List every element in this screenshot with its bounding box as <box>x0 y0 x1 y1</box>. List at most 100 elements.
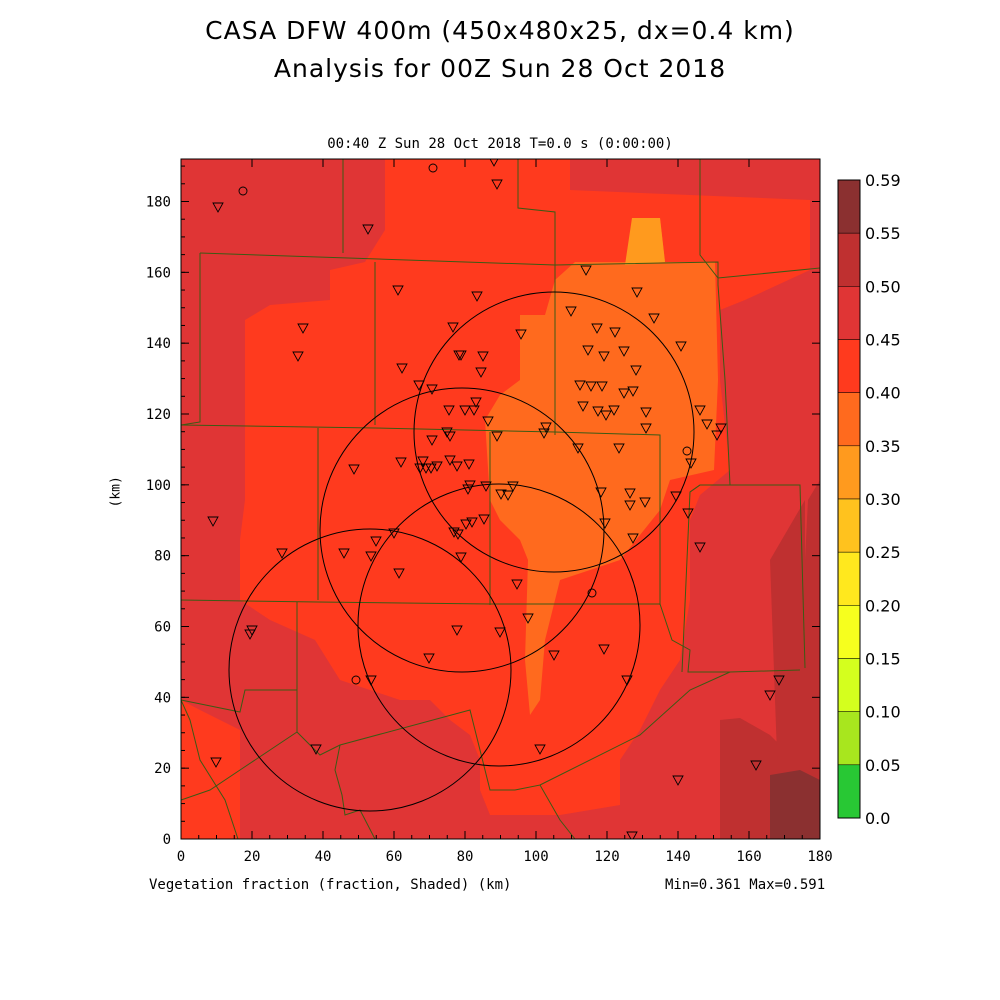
y-axis: 0 20 40 60 80 100 120 140 160 180 <box>146 165 820 848</box>
station-triangle <box>630 365 642 376</box>
colorbar-label: 0.59 <box>865 171 901 190</box>
station-triangle <box>482 416 494 427</box>
station-triangle <box>491 431 503 442</box>
field-region-050b <box>770 500 805 839</box>
station-triangle <box>572 443 584 454</box>
colorbar-swatch <box>837 711 861 766</box>
station-markers <box>207 159 785 839</box>
station-triangle <box>494 627 506 638</box>
colorbar-swatch <box>837 445 861 500</box>
station-triangle <box>631 287 643 298</box>
station-triangle <box>468 405 480 416</box>
station-circle <box>351 675 361 685</box>
y-tick-label: 60 <box>154 620 171 636</box>
title-line-2: Analysis for 00Z Sun 28 Oct 2018 <box>273 54 727 83</box>
colorbar-label: 0.50 <box>865 277 901 296</box>
station-triangle <box>685 458 697 469</box>
station-triangle <box>447 322 459 333</box>
station-triangle <box>207 516 219 527</box>
title-line-1: CASA DFW 400m (450x480x25, dx=0.4 km) <box>205 16 795 45</box>
y-tick-label: 0 <box>163 832 171 848</box>
station-triangle <box>392 285 404 296</box>
station-triangle <box>592 406 604 417</box>
station-triangle <box>701 419 713 430</box>
station-triangle <box>577 401 589 412</box>
station-triangle <box>598 644 610 655</box>
radar-ring-sw <box>228 528 512 812</box>
colorbar-swatch <box>837 498 861 553</box>
station-triangle <box>750 760 762 771</box>
station-triangle <box>212 202 224 213</box>
station-triangle <box>495 489 507 500</box>
station-triangle <box>608 405 620 416</box>
station-triangle <box>470 397 482 408</box>
station-triangle <box>565 306 577 317</box>
station-triangle <box>618 346 630 357</box>
x-tick-label: 60 <box>386 849 403 865</box>
station-triangle <box>393 568 405 579</box>
station-triangle <box>540 422 552 433</box>
station-triangle <box>426 384 438 395</box>
plot-subtitle: 00:40 Z Sun 28 Oct 2018 T=0.0 s (0:00:00… <box>327 136 673 152</box>
y-tick-label: 20 <box>154 761 171 777</box>
field-region-050 <box>720 480 820 839</box>
station-triangle <box>459 405 471 416</box>
station-triangle <box>600 410 612 421</box>
station-triangle <box>764 690 776 701</box>
station-triangle <box>599 518 611 529</box>
x-tick-label: 80 <box>457 849 474 865</box>
station-triangle <box>585 381 597 392</box>
colorbar-label: 0.35 <box>865 437 901 456</box>
x-axis-label: Vegetation fraction (fraction, Shaded) (… <box>149 877 512 893</box>
station-triangle <box>480 481 492 492</box>
radar-ring-center <box>319 387 605 673</box>
station-triangle <box>338 548 350 559</box>
station-triangle <box>443 405 455 416</box>
station-circle <box>238 186 248 196</box>
colorbar-swatch <box>837 605 861 659</box>
station-triangle <box>370 536 382 547</box>
station-triangle <box>648 313 660 324</box>
colorbar-swatch <box>837 551 861 606</box>
station-triangle <box>310 744 322 755</box>
station-triangle <box>477 351 489 362</box>
y-tick-label: 180 <box>146 195 171 211</box>
station-triangle <box>441 427 453 438</box>
x-tick-label: 140 <box>665 849 690 865</box>
station-triangle <box>640 423 652 434</box>
station-triangle <box>244 629 256 640</box>
colorbar-swatch <box>837 658 861 712</box>
colorbar-label: 0.45 <box>865 331 901 350</box>
station-triangle <box>534 744 546 755</box>
station-triangle <box>417 456 429 467</box>
station-triangle <box>639 497 651 508</box>
y-tick-label: 140 <box>146 336 171 352</box>
station-triangle <box>609 327 621 338</box>
colorbar-swatch <box>837 339 861 393</box>
station-triangle <box>463 459 475 470</box>
x-tick-label: 160 <box>736 849 761 865</box>
field-region-055 <box>770 770 820 839</box>
station-triangle <box>711 430 723 441</box>
station-triangle <box>582 345 594 356</box>
station-triangle <box>471 291 483 302</box>
station-triangle <box>292 351 304 362</box>
field-region-035 <box>485 218 718 715</box>
station-triangle <box>627 533 639 544</box>
station-triangle <box>675 341 687 352</box>
station-triangle <box>464 480 476 491</box>
station-triangle <box>548 650 560 661</box>
station-triangle <box>413 380 425 391</box>
station-triangle <box>455 350 467 361</box>
radar-range-rings <box>228 291 695 812</box>
colorbar-label: 0.55 <box>865 224 901 243</box>
station-triangle <box>475 367 487 378</box>
colorbar-swatch <box>837 232 861 287</box>
y-tick-label: 80 <box>154 549 171 565</box>
station-triangle <box>595 487 607 498</box>
station-triangle <box>423 653 435 664</box>
x-tick-label: 120 <box>594 849 619 865</box>
x-tick-label: 0 <box>177 849 185 865</box>
station-triangle <box>448 527 460 538</box>
